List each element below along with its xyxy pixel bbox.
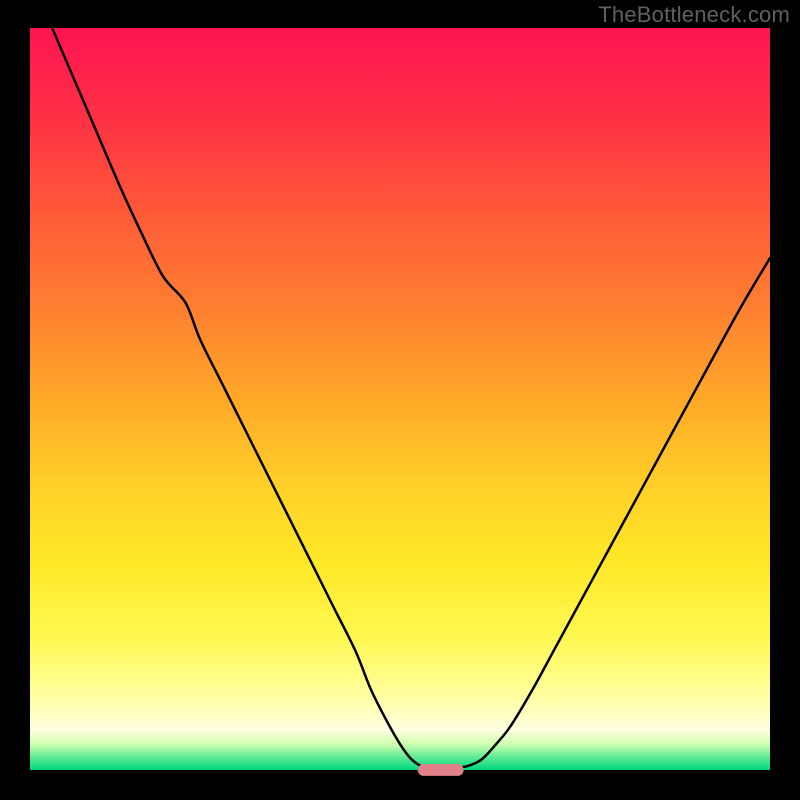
optimal-marker (418, 764, 464, 776)
chart-stage: TheBottleneck.com (0, 0, 800, 800)
plot-area (30, 28, 770, 770)
watermark-text: TheBottleneck.com (598, 2, 790, 28)
bottleneck-chart (0, 0, 800, 800)
